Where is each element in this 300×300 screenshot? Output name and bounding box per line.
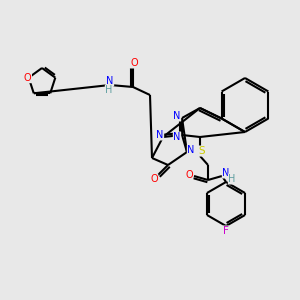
Text: N: N — [106, 76, 114, 86]
Text: O: O — [130, 58, 138, 68]
Text: N: N — [187, 145, 195, 155]
Text: N: N — [156, 130, 164, 140]
Text: N: N — [173, 132, 181, 142]
Text: H: H — [228, 174, 236, 184]
Text: N: N — [222, 168, 230, 178]
Text: S: S — [199, 146, 205, 156]
Text: O: O — [185, 170, 193, 180]
Text: O: O — [24, 73, 32, 83]
Text: N: N — [173, 111, 181, 121]
Text: H: H — [105, 85, 113, 95]
Text: F: F — [223, 226, 229, 236]
Text: O: O — [150, 174, 158, 184]
